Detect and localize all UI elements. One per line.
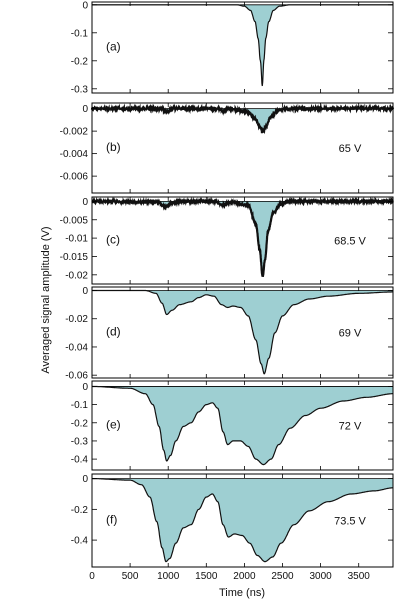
x-tick-label: 500 bbox=[122, 571, 139, 582]
signal-fill bbox=[92, 478, 393, 562]
panel-frame bbox=[91, 380, 394, 471]
x-axis-title: Time (ns) bbox=[219, 587, 265, 599]
y-tick-label: -0.005 bbox=[60, 215, 89, 226]
signal-fill bbox=[92, 4, 393, 86]
signal-trace bbox=[92, 385, 393, 466]
y-tick-label: -0.2 bbox=[71, 418, 89, 429]
voltage-label: 65 V bbox=[339, 143, 362, 155]
y-tick-label: -0.2 bbox=[71, 505, 89, 516]
signal-fill bbox=[92, 290, 393, 374]
y-tick-label: -0.2 bbox=[71, 56, 89, 67]
panel-c: 0 -0.005 -0.01 -0.015 -0.02 (c) 68.5 V bbox=[60, 196, 394, 285]
voltage-label: 68.5 V bbox=[334, 236, 366, 248]
y-tick-label: 0 bbox=[82, 382, 88, 393]
panel-frame bbox=[91, 102, 394, 194]
voltage-label: 72 V bbox=[339, 421, 362, 433]
panel-a: 0 -0.1 -0.2 -0.3 (a) bbox=[71, 0, 394, 95]
panel-frame bbox=[91, 286, 394, 379]
y-tick-label: -0.1 bbox=[71, 28, 89, 39]
y-tick-label: -0.1 bbox=[71, 400, 89, 411]
panel-label: (e) bbox=[106, 418, 121, 432]
y-tick-label: -0.006 bbox=[60, 172, 89, 183]
x-tick-label: 3000 bbox=[309, 571, 332, 582]
voltage-label: 69 V bbox=[339, 328, 362, 340]
signal-trace bbox=[92, 4, 393, 87]
signal-fill bbox=[92, 386, 393, 465]
panel-e: 0 -0.1 -0.2 -0.3 -0.4 (e) 72 V bbox=[71, 380, 394, 471]
y-tick-label: -0.002 bbox=[60, 127, 89, 138]
y-tick-label: -0.4 bbox=[71, 536, 89, 547]
x-tick-label: 2000 bbox=[233, 571, 256, 582]
x-tick-label: 2500 bbox=[271, 571, 294, 582]
y-tick-label: -0.02 bbox=[65, 270, 88, 281]
signal-trace bbox=[91, 196, 394, 278]
panel-label: (d) bbox=[106, 325, 121, 339]
y-tick-label: -0.01 bbox=[65, 234, 88, 245]
y-tick-label: -0.3 bbox=[71, 436, 89, 447]
y-axis-title: Averaged signal amplitude (V) bbox=[40, 226, 52, 373]
panel-frame bbox=[91, 196, 394, 285]
panel-b: 0 -0.002 -0.004 -0.006 (b) 65 V bbox=[60, 102, 395, 194]
panel-label: (f) bbox=[106, 513, 117, 527]
panel-label: (b) bbox=[106, 140, 121, 154]
y-tick-label: -0.06 bbox=[65, 371, 88, 382]
panel-frame bbox=[91, 1, 394, 94]
x-tick-label: 3500 bbox=[348, 571, 371, 582]
y-tick-label: -0.04 bbox=[65, 342, 88, 353]
x-axis: 0 500 1000 1500 2000 2500 3000 3500 bbox=[89, 571, 370, 582]
y-tick-label: 0 bbox=[82, 286, 88, 297]
panel-label: (c) bbox=[106, 233, 120, 247]
y-tick-label: 0 bbox=[82, 104, 88, 115]
y-tick-label: -0.3 bbox=[71, 84, 89, 95]
y-tick-label: -0.004 bbox=[60, 149, 89, 160]
panel-label: (a) bbox=[106, 40, 121, 54]
y-tick-label: 0 bbox=[82, 0, 88, 11]
panel-d: 0 -0.02 -0.04 -0.06 (d) 69 V bbox=[65, 286, 394, 382]
y-tick-label: -0.02 bbox=[65, 314, 88, 325]
x-tick-label: 0 bbox=[89, 571, 95, 582]
panel-frame bbox=[91, 473, 394, 568]
signal-trace bbox=[92, 478, 393, 563]
x-tick-label: 1500 bbox=[195, 571, 218, 582]
y-tick-label: 0 bbox=[82, 474, 88, 485]
y-tick-label: -0.4 bbox=[71, 455, 89, 466]
x-tick-label: 1000 bbox=[157, 571, 180, 582]
panels-layer: 0 -0.1 -0.2 -0.3 (a) 0 -0.002 -0.004 -0.006 (b) 65… bbox=[60, 0, 395, 568]
signal-trace bbox=[92, 289, 393, 375]
signal-trace bbox=[90, 103, 395, 135]
panel-f: 0 -0.2 -0.4 (f) 73.5 V bbox=[71, 473, 394, 568]
y-tick-label: -0.015 bbox=[60, 252, 89, 263]
voltage-label: 73.5 V bbox=[334, 516, 366, 528]
y-tick-label: 0 bbox=[82, 197, 88, 208]
